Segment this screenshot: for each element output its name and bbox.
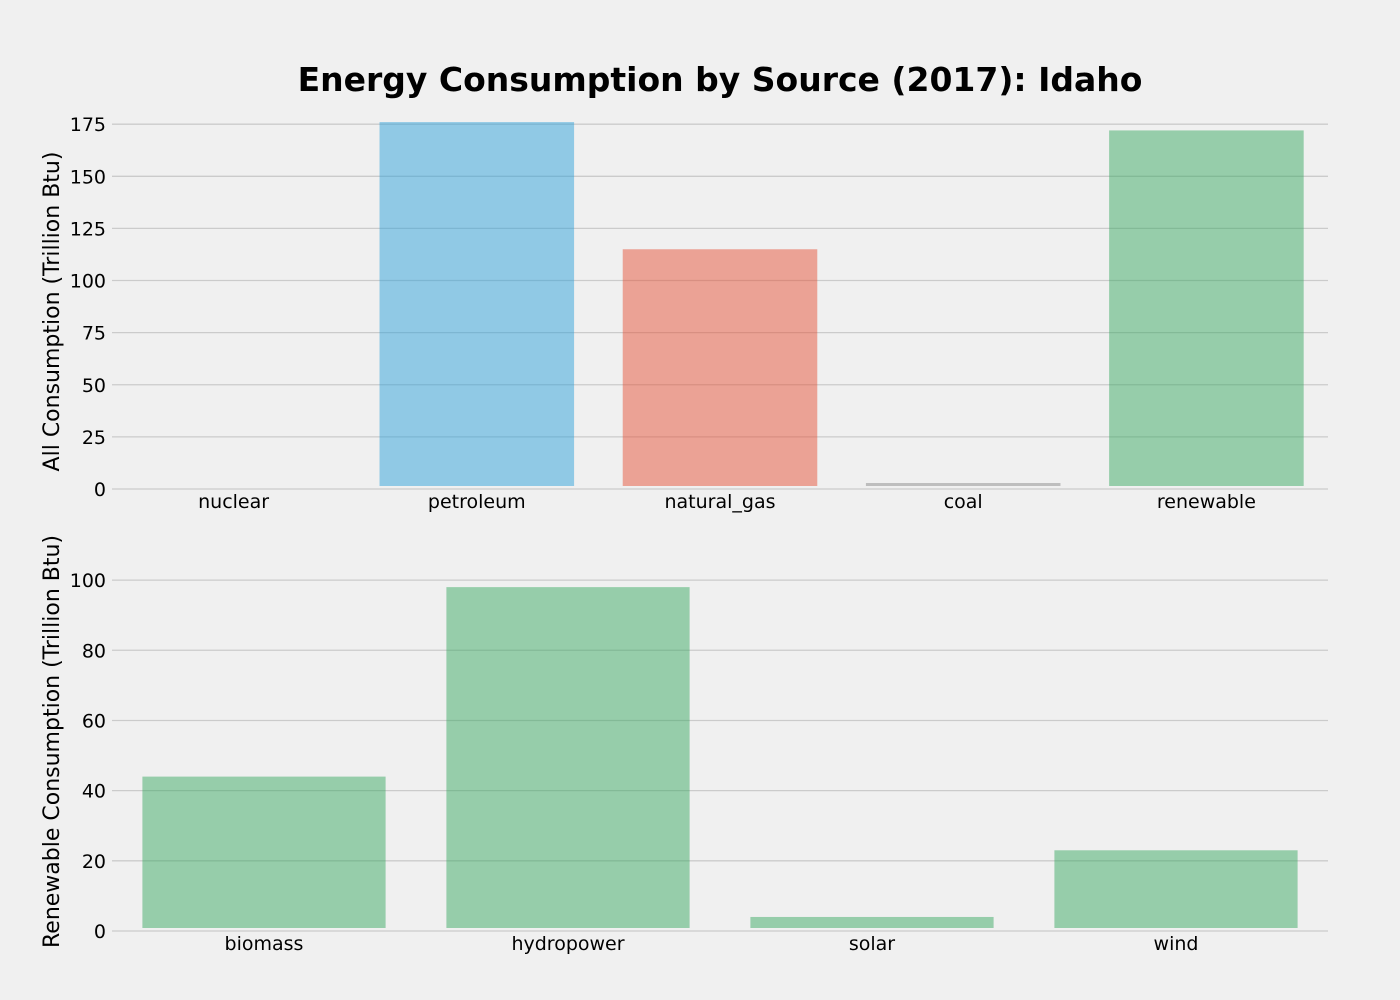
bar-petroleum	[379, 122, 575, 486]
y-tick-label: 50	[82, 375, 106, 397]
x-tick-label: nuclear	[198, 491, 269, 513]
bar-natural_gas	[622, 249, 818, 486]
bar-biomass	[142, 776, 386, 928]
x-tick-label: coal	[944, 491, 983, 513]
y-tick-label: 80	[82, 640, 106, 662]
bar-renewable	[1109, 130, 1304, 487]
y-tick-label: 0	[94, 479, 106, 501]
x-tick-label: petroleum	[428, 491, 526, 513]
y-tick-label: 75	[82, 323, 106, 345]
y-tick-label: 25	[82, 427, 106, 449]
y-tick-label: 125	[70, 218, 106, 240]
bar-hydropower	[446, 587, 690, 928]
chart-title: Energy Consumption by Source (2017): Ida…	[297, 60, 1143, 99]
y-axis-label: Renewable Consumption (Trillion Btu)	[40, 535, 65, 948]
y-tick-label: 150	[70, 166, 106, 188]
x-tick-label: solar	[849, 933, 895, 955]
bar-wind	[1054, 850, 1298, 928]
y-tick-label: 175	[70, 114, 106, 136]
bar-solar	[750, 916, 994, 928]
x-tick-label: renewable	[1157, 491, 1256, 513]
y-tick-label: 40	[82, 781, 106, 803]
x-tick-label: wind	[1154, 933, 1199, 955]
x-tick-label: natural_gas	[664, 491, 775, 513]
x-tick-label: hydropower	[511, 933, 624, 955]
y-tick-label: 100	[70, 570, 106, 592]
y-tick-label: 0	[94, 921, 106, 943]
x-tick-label: biomass	[225, 933, 304, 955]
bar-coal	[865, 483, 1061, 486]
y-axis-label: All Consumption (Trillion Btu)	[40, 152, 65, 472]
y-tick-label: 20	[82, 851, 106, 873]
y-tick-label: 100	[70, 271, 106, 293]
y-tick-label: 60	[82, 710, 106, 732]
